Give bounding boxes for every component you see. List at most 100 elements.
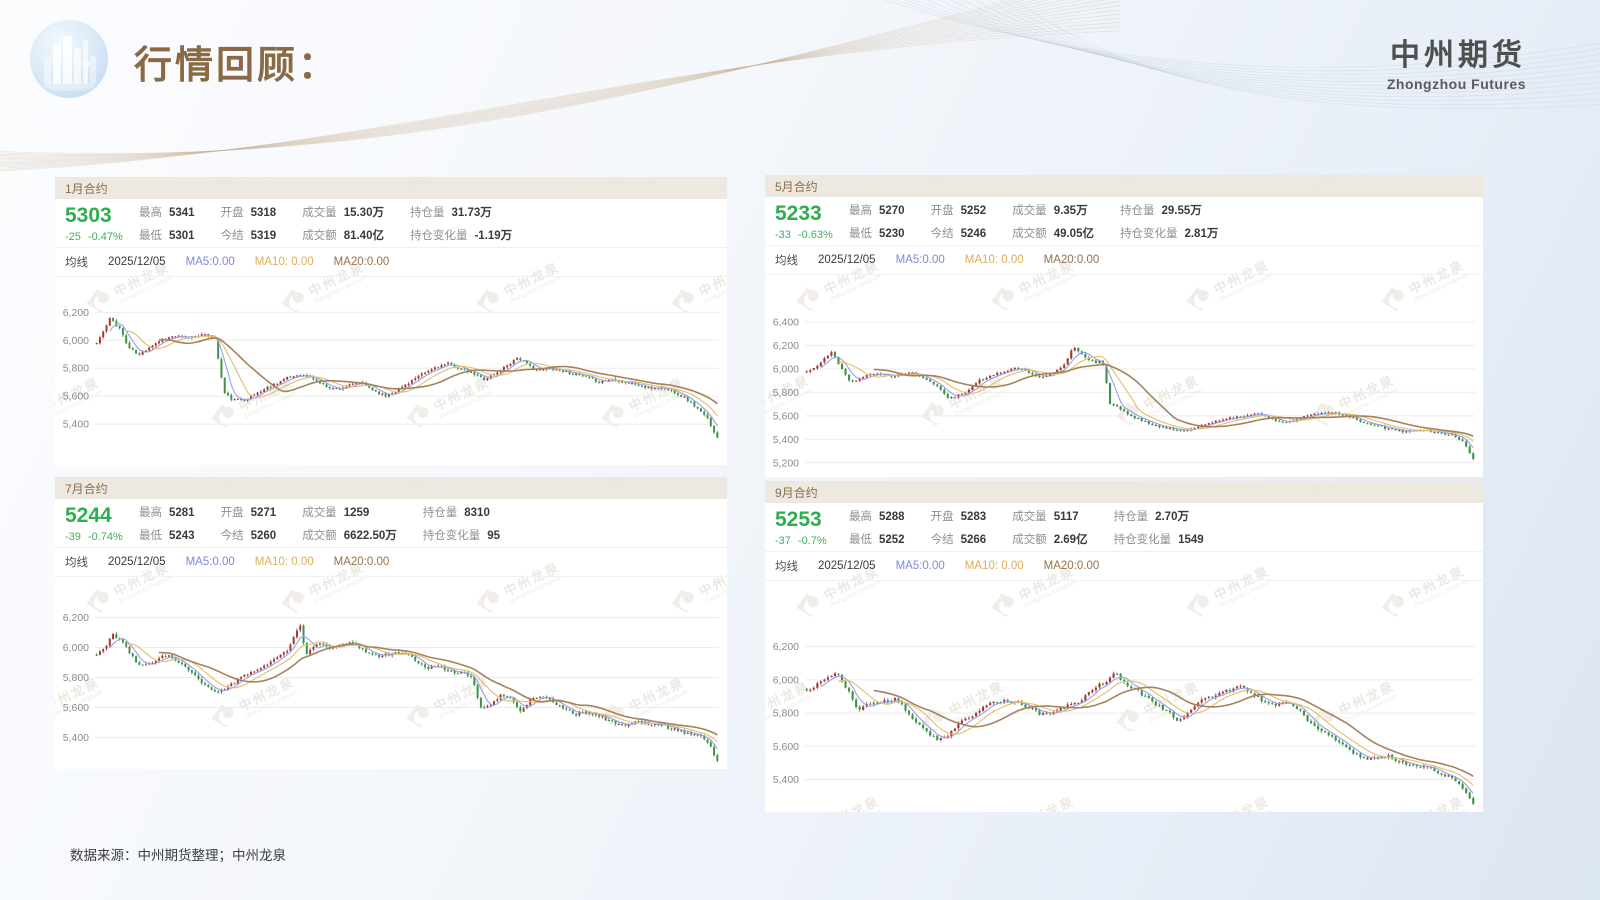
candle-body: [394, 652, 397, 654]
candle-body: [996, 372, 999, 376]
y-tick-label: 6,400: [773, 317, 799, 329]
candle-body: [181, 662, 184, 665]
candle-body: [387, 653, 390, 656]
candle-body: [840, 363, 844, 370]
ma5-line: [820, 675, 1474, 794]
candle-body: [144, 664, 147, 666]
candle-body: [1384, 425, 1387, 429]
candle-body: [833, 673, 837, 676]
contract-panel-jul: 中州龙泉 Zhongzhou Longquan 中州龙泉 Zhongzhou Long…: [55, 477, 727, 769]
candle-body: [819, 681, 822, 684]
candle-body: [1257, 413, 1260, 415]
ma5-line: [109, 635, 718, 750]
stat-open: 开盘 5318: [220, 207, 277, 219]
ma-label: 均线: [775, 561, 798, 573]
ma5-legend: MA5:0.00: [185, 256, 235, 268]
candle-body: [1451, 775, 1454, 778]
candle-body: [1359, 753, 1362, 758]
candle-body: [1010, 368, 1013, 371]
candle-body: [456, 673, 459, 675]
ma10-line: [838, 679, 1474, 786]
candle-body: [217, 338, 220, 359]
candle-body: [151, 345, 154, 348]
candle-body: [98, 651, 101, 655]
candle-body: [315, 644, 318, 647]
candle-body: [1348, 747, 1351, 750]
candle-body: [1387, 755, 1390, 758]
candle-body: [266, 386, 269, 390]
stats-row: 5244 -39 -0.74% 最高 5281 开盘 5271 成交量 1259 持仓量…: [55, 499, 727, 547]
candlestick-chart-may: 5,200 5,400 5,600 5,800 6,000 6,200 6,400: [765, 274, 1483, 477]
ma20-line: [158, 642, 718, 736]
candle-body: [844, 681, 847, 688]
candle-body: [1468, 446, 1471, 454]
candle-body: [1204, 698, 1207, 700]
candle-body: [292, 636, 295, 645]
change-percent: -0.63%: [797, 229, 833, 241]
candle-body: [236, 678, 239, 684]
candle-body: [292, 376, 295, 378]
candle-body: [706, 414, 709, 419]
candle-body: [657, 724, 660, 726]
candle-body: [837, 357, 840, 365]
candle-body: [1264, 701, 1267, 703]
watermark-logo-icon: [1186, 287, 1209, 311]
candle-body: [716, 755, 719, 761]
candle-body: [368, 652, 371, 654]
candle-body: [318, 643, 321, 645]
candle-body: [939, 385, 942, 390]
candle-body: [1250, 414, 1253, 416]
candle-body: [985, 705, 988, 708]
candle-body: [1299, 708, 1302, 711]
candle-body: [1401, 760, 1404, 763]
candle-body: [929, 379, 932, 382]
candle-body: [328, 386, 331, 389]
candle-body: [1211, 696, 1214, 698]
candle-body: [1027, 369, 1030, 373]
candle-body: [1405, 761, 1408, 765]
candle-body: [450, 670, 453, 672]
candle-body: [1221, 691, 1224, 694]
watermark-logo-icon: [476, 589, 499, 613]
candle-body: [361, 648, 364, 650]
candle-body: [506, 365, 509, 368]
candle-body: [1225, 419, 1228, 421]
candle-body: [1461, 783, 1464, 789]
watermark-logo-icon: [86, 589, 109, 613]
stat-low: 最低 5301: [139, 230, 195, 242]
candle-body: [489, 704, 492, 707]
candle-body: [1077, 702, 1080, 704]
candle-body: [907, 372, 911, 374]
candle-body: [1108, 677, 1112, 683]
y-tick-label: 6,000: [63, 335, 89, 347]
candle-body: [447, 669, 450, 671]
candle-body: [1140, 690, 1143, 696]
candle-body: [1175, 717, 1179, 721]
candle-body: [571, 710, 574, 714]
candle-body: [594, 378, 597, 382]
candle-body: [1415, 764, 1418, 767]
candle-body: [1197, 426, 1200, 429]
chart-canvas: 5,400 5,600 5,800 6,000 6,200: [63, 307, 719, 439]
candle-body: [1091, 359, 1094, 361]
candle-body: [1366, 757, 1369, 760]
candle-body: [1443, 774, 1447, 777]
stat-high: 最高 5341: [139, 207, 195, 219]
watermark-logo-icon: [406, 704, 429, 728]
stat-open-interest: 持仓量 8310: [422, 507, 490, 519]
candle-body: [171, 336, 174, 338]
candle-body: [709, 417, 712, 427]
candle-body: [699, 735, 702, 737]
candle-body: [1271, 703, 1274, 705]
candle-body: [539, 696, 541, 698]
candle-body: [381, 393, 384, 395]
candle-body: [826, 355, 829, 359]
candle-body: [830, 675, 833, 677]
candle-body: [1366, 423, 1369, 425]
candle-body: [1031, 708, 1034, 710]
candle-body: [805, 371, 808, 373]
